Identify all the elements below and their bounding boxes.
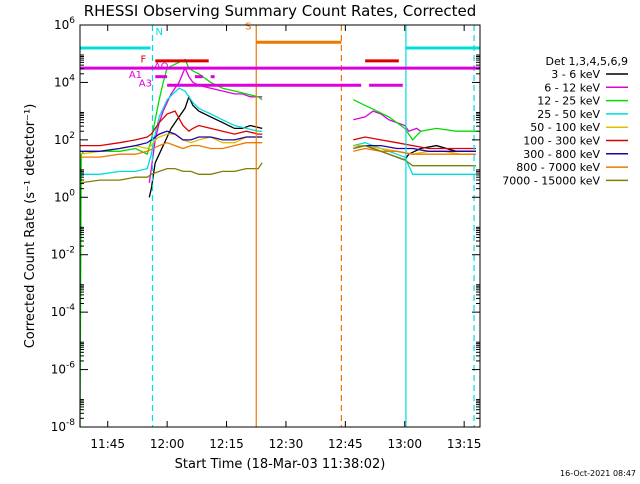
legend-label-25-50-kev: 25 - 50 keV — [537, 108, 600, 121]
x-tick-label: 12:00 — [150, 437, 185, 451]
x-tick-label: 12:30 — [269, 437, 304, 451]
flag-label-f: F — [140, 54, 146, 65]
legend-label-6-12-kev: 6 - 12 keV — [544, 81, 600, 94]
legend-label-100-300-kev: 100 - 300 keV — [523, 135, 600, 148]
x-tick-label: 12:45 — [328, 437, 363, 451]
legend-label-300-800-kev: 300 - 800 keV — [523, 148, 600, 161]
legend-title: Det 1,3,4,5,6,9 — [545, 55, 628, 68]
x-tick-label: 13:00 — [387, 437, 422, 451]
legend-label-50-100-kev: 50 - 100 keV — [530, 121, 600, 134]
chart: RHESSI Observing Summary Count Rates, Co… — [0, 0, 640, 480]
chart-background — [0, 0, 640, 480]
y-axis-label: Corrected Count Rate (s⁻¹ detector⁻¹) — [23, 104, 38, 349]
flag-label-s: S — [245, 21, 251, 32]
x-tick-label: 12:15 — [209, 437, 244, 451]
legend-label-7000-15000-kev: 7000 - 15000 keV — [502, 174, 600, 187]
legend-label-800-7000-kev: 800 - 7000 keV — [516, 161, 600, 174]
flag-label-ao: AO — [154, 62, 169, 73]
timestamp: 16-Oct-2021 08:47 — [560, 469, 636, 478]
flag-label-n: N — [155, 27, 162, 38]
legend-label-3-6-kev: 3 - 6 keV — [551, 68, 600, 81]
x-tick-label: 11:45 — [90, 437, 125, 451]
chart-title: RHESSI Observing Summary Count Rates, Co… — [84, 2, 477, 20]
flag-label-a3: A3 — [139, 79, 152, 90]
x-tick-label: 13:15 — [447, 437, 482, 451]
legend-label-12-25-kev: 12 - 25 keV — [537, 95, 600, 108]
x-axis-label: Start Time (18-Mar-03 11:38:02) — [175, 457, 386, 472]
